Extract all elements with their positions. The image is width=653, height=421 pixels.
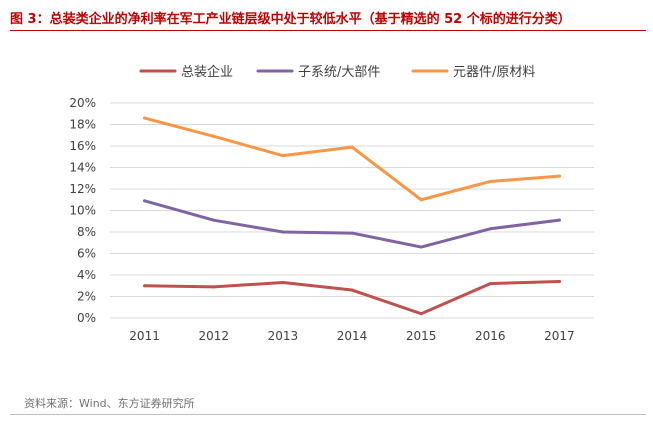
data-point	[143, 199, 147, 203]
x-tick-label: 2013	[268, 329, 299, 343]
y-axis-ticks: 0% 2% 4% 6% 8% 10% 12% 14% 16% 18% 20%	[69, 96, 96, 325]
y-tick-label: 6%	[77, 247, 96, 261]
data-point	[143, 284, 147, 288]
legend: 总装企业 子系统/大部件 元器件/原材料	[139, 64, 535, 80]
y-tick-label: 10%	[69, 204, 96, 218]
x-tick-label: 2014	[337, 329, 368, 343]
y-tick-label: 4%	[77, 268, 96, 282]
data-point	[488, 282, 492, 286]
x-tick-label: 2011	[129, 329, 160, 343]
data-point	[212, 134, 216, 138]
data-point	[557, 218, 561, 222]
y-tick-label: 2%	[77, 290, 96, 304]
data-point	[281, 230, 285, 234]
data-point	[281, 154, 285, 158]
figure-title: 图 3：总装类企业的净利率在军工产业链层级中处于较低水平（基于精选的 52 个标…	[10, 8, 646, 31]
data-point	[557, 279, 561, 283]
y-tick-label: 0%	[77, 311, 96, 325]
data-point	[212, 218, 216, 222]
series-line-2	[143, 199, 561, 249]
y-tick-label: 12%	[69, 182, 96, 196]
x-tick-label: 2017	[544, 329, 575, 343]
data-point	[281, 281, 285, 285]
data-point	[350, 231, 354, 235]
data-point	[419, 312, 423, 316]
data-point	[350, 288, 354, 292]
x-tick-label: 2015	[406, 329, 437, 343]
x-tick-label: 2016	[475, 329, 506, 343]
y-tick-label: 20%	[69, 96, 96, 110]
data-point	[212, 285, 216, 289]
series-lines	[143, 116, 561, 316]
data-point	[488, 227, 492, 231]
series-line-3	[143, 116, 561, 202]
source-note: 资料来源：Wind、东方证券研究所	[24, 397, 195, 410]
x-tick-label: 2012	[198, 329, 229, 343]
legend-label: 子系统/大部件	[298, 65, 380, 80]
series-line-1	[143, 279, 561, 316]
y-tick-label: 16%	[69, 139, 96, 153]
data-point	[143, 116, 147, 120]
y-tick-label: 8%	[77, 225, 96, 239]
data-point	[350, 145, 354, 149]
data-point	[557, 174, 561, 178]
data-point	[488, 179, 492, 183]
legend-label: 元器件/原材料	[453, 65, 535, 80]
y-tick-label: 18%	[69, 118, 96, 132]
data-point	[419, 198, 423, 202]
bottom-divider	[10, 414, 646, 415]
data-point	[419, 245, 423, 249]
x-axis-ticks: 2011 2012 2013 2014 2015 2016 2017	[129, 329, 574, 343]
y-tick-label: 14%	[69, 161, 96, 175]
legend-label: 总装企业	[181, 64, 233, 80]
